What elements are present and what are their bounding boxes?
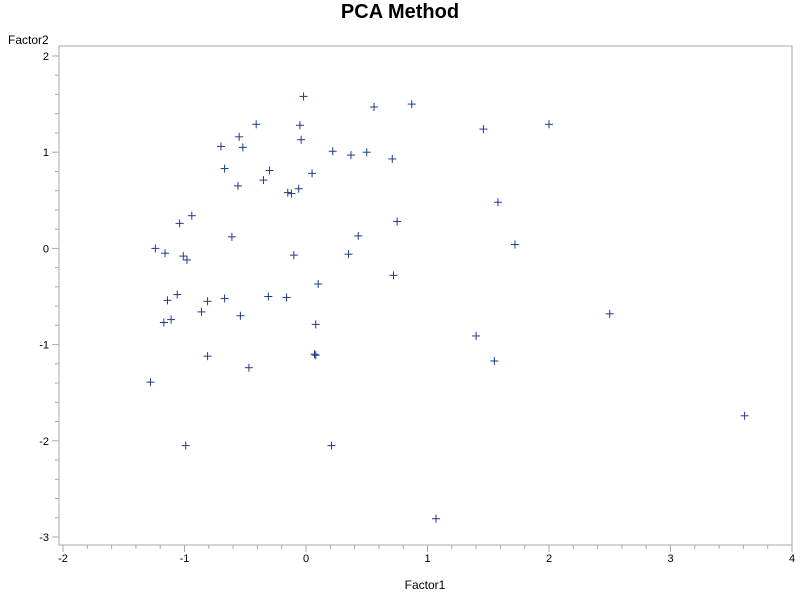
data-point <box>181 441 190 450</box>
data-point <box>432 514 441 523</box>
x-tick-label: -1 <box>180 553 190 565</box>
data-point <box>259 176 268 185</box>
y-tick-label: -2 <box>39 436 49 448</box>
y-tick-label: 2 <box>43 51 49 63</box>
x-axis: -2 -1 0 1 2 3 4 <box>58 545 795 565</box>
data-point <box>479 125 488 134</box>
data-points <box>146 92 749 523</box>
data-point <box>265 166 274 175</box>
data-point <box>179 252 188 261</box>
data-point <box>220 294 229 303</box>
data-point <box>393 217 402 226</box>
data-point <box>311 351 320 360</box>
x-tick-label: 1 <box>424 553 430 565</box>
data-point <box>264 292 273 301</box>
data-point <box>389 271 398 280</box>
data-point <box>203 297 212 306</box>
data-point <box>163 296 172 305</box>
y-tick-label: 0 <box>43 243 49 255</box>
data-point <box>244 363 253 372</box>
data-point <box>220 164 229 173</box>
data-point <box>327 441 336 450</box>
data-point <box>605 309 614 318</box>
data-point <box>362 148 371 157</box>
data-point <box>287 189 296 198</box>
data-point <box>197 307 206 316</box>
data-point <box>159 318 168 327</box>
data-point <box>545 120 553 129</box>
data-point <box>344 250 353 259</box>
data-point <box>173 290 182 299</box>
data-point <box>328 147 337 156</box>
x-tick-label: -2 <box>58 553 68 565</box>
data-point <box>233 181 242 190</box>
data-point <box>297 135 306 144</box>
x-tick-label: 3 <box>667 553 673 565</box>
data-point <box>314 279 323 288</box>
x-tick-label: 0 <box>303 553 309 565</box>
data-point <box>167 315 176 324</box>
y-axis-label: Factor2 <box>8 33 49 47</box>
data-point <box>346 151 355 160</box>
data-point <box>238 143 247 152</box>
y-axis: -3 -2 -1 0 1 2 <box>39 51 59 544</box>
data-point <box>175 219 184 228</box>
data-point <box>310 350 319 359</box>
y-tick-label: -1 <box>39 340 49 352</box>
data-point <box>370 102 379 111</box>
data-point <box>740 411 749 420</box>
plot-frame <box>58 45 793 546</box>
data-point <box>407 100 416 109</box>
data-point <box>299 92 308 101</box>
data-point <box>289 251 298 260</box>
data-point <box>283 188 292 197</box>
data-point <box>493 198 502 207</box>
data-point <box>354 231 363 240</box>
data-point <box>203 352 212 361</box>
data-point <box>282 293 291 302</box>
x-tick-label: 4 <box>789 553 795 565</box>
data-point <box>294 184 303 193</box>
data-point <box>490 356 499 365</box>
x-tick-label: 2 <box>546 553 552 565</box>
data-point <box>161 249 170 258</box>
data-point <box>146 378 155 387</box>
data-point <box>472 331 481 340</box>
data-point <box>510 240 519 249</box>
data-point <box>216 142 225 151</box>
chart-title: PCA Method <box>340 1 460 23</box>
y-tick-label: -3 <box>39 532 49 544</box>
data-point <box>311 320 320 329</box>
x-axis-label: Factor1 <box>405 578 446 592</box>
data-point <box>235 132 244 141</box>
y-tick-label: 1 <box>43 147 49 159</box>
data-point <box>295 121 304 130</box>
data-point <box>182 255 191 264</box>
data-point <box>252 120 261 129</box>
data-point <box>236 311 245 320</box>
data-point <box>151 244 160 253</box>
data-point <box>308 169 317 178</box>
data-point <box>227 232 236 241</box>
data-point <box>388 154 397 163</box>
data-point <box>187 211 196 220</box>
